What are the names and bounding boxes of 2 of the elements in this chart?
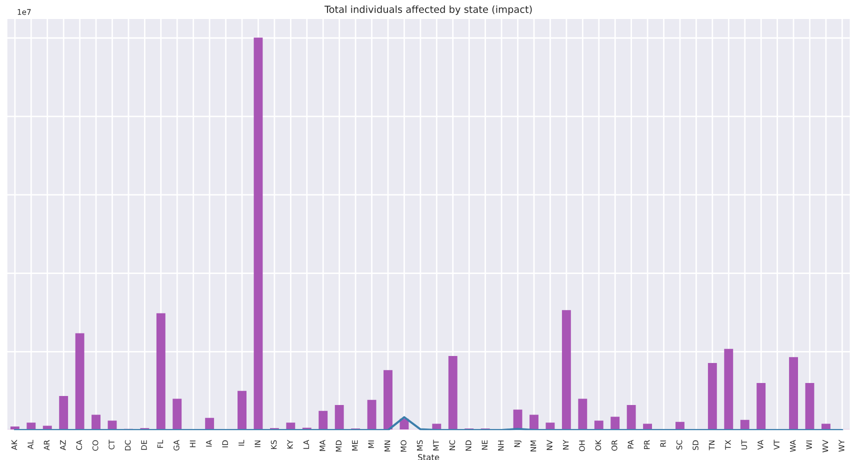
chart-title: Total individuals affected by state (impact) <box>324 5 532 15</box>
x-axis-title: State <box>418 454 440 460</box>
